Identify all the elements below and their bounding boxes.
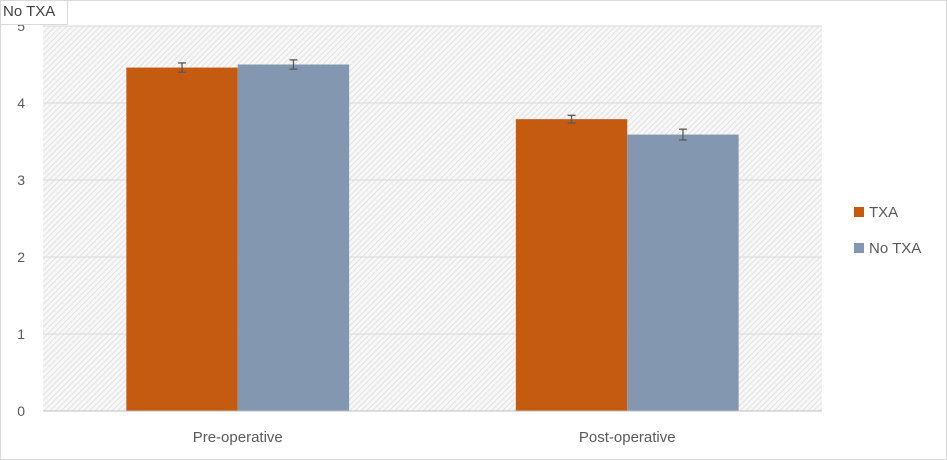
error-bar-txa-0 (178, 62, 187, 73)
legend-swatch (854, 243, 864, 253)
x-category-label-1: Post-operative (579, 429, 676, 446)
y-tick-label-3: 3 (17, 172, 25, 188)
y-tick-label-0: 0 (17, 403, 25, 419)
legend-label: TXA (869, 204, 898, 221)
y-tick-label-2: 2 (17, 249, 25, 265)
y-tick-label-5: 5 (17, 18, 25, 34)
bar-txa-1 (515, 119, 628, 412)
y-tick-label-4: 4 (17, 95, 25, 111)
corner-label: No TXA (1, 1, 69, 25)
bar-txa-0 (126, 67, 238, 411)
error-bar-txa-1 (567, 114, 576, 124)
error-bar-no-txa-1 (678, 128, 687, 141)
legend-swatch (854, 207, 864, 217)
bar-no-txa-1 (627, 134, 739, 411)
error-bar-no-txa-0 (289, 59, 298, 70)
legend-item-no-txa: No TXA (854, 240, 921, 257)
legend-label: No TXA (869, 240, 921, 257)
x-category-label-0: Pre-operative (193, 429, 283, 446)
y-tick-label-1: 1 (17, 326, 25, 342)
bar-no-txa-0 (237, 64, 350, 411)
legend-item-txa: TXA (854, 204, 898, 221)
